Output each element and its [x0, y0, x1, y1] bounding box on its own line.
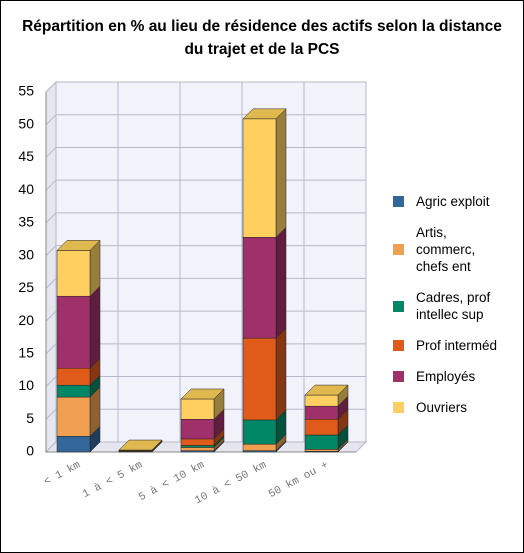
bar [304, 394, 339, 407]
y-tick-label: 50 [18, 115, 34, 131]
y-tick-label: 15 [18, 345, 34, 361]
legend-item: Ouvriers [393, 399, 508, 416]
bar [180, 438, 215, 446]
legend-swatch [393, 244, 404, 255]
bar [180, 398, 215, 420]
legend-label: Artis, commerc, chefs ent [416, 225, 476, 274]
bar [242, 118, 277, 238]
bar [242, 337, 277, 421]
bar [56, 384, 91, 398]
bar [242, 443, 277, 451]
legend-label: Employés [416, 369, 476, 384]
legend-item: Prof interméd [393, 337, 508, 354]
legend-label: Agric exploit [416, 194, 490, 209]
bar-top [56, 240, 101, 251]
x-tick-label: 1 à < 5 km [81, 459, 145, 501]
bar [180, 419, 215, 440]
legend: Agric exploit Artis, commerc, chefs ent Ca… [393, 193, 508, 416]
legend-label: Cadres, prof intellec sup [416, 290, 491, 322]
y-tick-label: 10 [18, 377, 34, 393]
y-tick-label: 5 [26, 410, 34, 426]
y-tick-label: 30 [18, 246, 34, 262]
bar-top [304, 384, 349, 396]
legend-item: Artis, commerc, chefs ent [393, 224, 508, 275]
bar-top [118, 439, 163, 451]
bar-side [275, 108, 287, 238]
legend-swatch [393, 196, 404, 207]
legend-item: Agric exploit [393, 193, 508, 210]
bar-side [275, 327, 287, 421]
bar-side [275, 226, 287, 339]
bar [56, 250, 91, 297]
side-wall [45, 80, 57, 454]
bar [180, 445, 215, 448]
legend-swatch [393, 402, 404, 413]
legend-swatch [393, 371, 404, 382]
y-tick-label: 35 [18, 214, 34, 230]
bar [304, 405, 339, 420]
y-tick-label: 45 [18, 148, 34, 164]
legend-item: Employés [393, 368, 508, 385]
y-tick-label: 25 [18, 279, 34, 295]
bar [56, 436, 91, 453]
legend-swatch [393, 300, 404, 312]
bar [304, 419, 339, 436]
y-tick-label: 0 [26, 443, 34, 459]
legend-label: Prof interméd [416, 338, 498, 353]
bar [304, 449, 339, 452]
y-tick-label: 20 [18, 312, 34, 328]
bar [180, 447, 215, 451]
chart-title: Répartition en % au lieu de résidence de… [22, 18, 502, 58]
bar [304, 434, 339, 450]
bar [56, 396, 91, 437]
legend-swatch [393, 340, 404, 351]
bar [242, 237, 277, 339]
bar [56, 367, 91, 386]
legend-label: Ouvriers [416, 400, 468, 415]
y-tick-label: 40 [18, 181, 34, 197]
legend-item: Cadres, prof intellec sup [393, 289, 508, 323]
grid-line [45, 81, 366, 93]
bar-top [242, 108, 287, 120]
bar [242, 419, 277, 445]
x-tick-label: < 1 km [42, 459, 83, 488]
x-tick-label: 50 km ou + [267, 460, 331, 502]
bar-side [89, 285, 101, 369]
bar [56, 295, 91, 369]
y-tick-label: 55 [18, 83, 34, 99]
bar-top [180, 388, 225, 400]
